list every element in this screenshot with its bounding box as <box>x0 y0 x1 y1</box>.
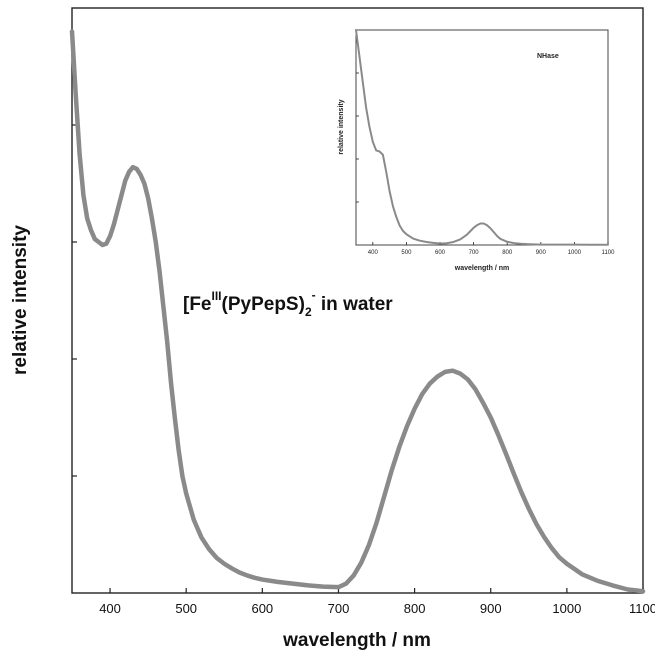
annotation-charge: - <box>312 288 316 302</box>
main-x-tick-label: 800 <box>404 601 426 616</box>
annotation-prefix: [Fe <box>183 294 212 315</box>
inset-chart: 400 500 600 700 800 900 1000 1100 NHase wavelen… <box>338 26 615 272</box>
main-x-tick-label: 1100 <box>629 601 655 616</box>
inset-plot-frame <box>355 29 609 246</box>
inset-x-tick-label: 400 <box>368 250 379 256</box>
inset-x-tick-label: 1000 <box>568 250 582 256</box>
inset-x-tick-labels: 400 500 600 700 800 900 1000 1100 <box>368 250 615 256</box>
main-chart: 400 500 600 700 800 900 1000 1100 wavelength / … <box>10 7 655 650</box>
inset-legend: NHase <box>537 53 559 60</box>
main-x-tick-label: 1000 <box>552 601 581 616</box>
main-x-tick-labels: 400 500 600 700 800 900 1000 1100 <box>99 601 655 616</box>
main-x-tick-label: 700 <box>328 601 350 616</box>
main-x-tick-label: 900 <box>480 601 502 616</box>
inset-series-line <box>355 29 609 246</box>
annotation-middle: (PyPepS) <box>222 294 305 315</box>
inset-x-tick-label: 900 <box>536 250 547 256</box>
inset-x-tick-label: 800 <box>502 250 513 256</box>
inset-background <box>350 26 612 266</box>
main-x-ticks <box>109 588 644 593</box>
compound-annotation: [FeIII(PyPepS)2- in water <box>183 288 393 319</box>
main-x-tick-label: 500 <box>175 601 197 616</box>
annotation-suffix: in water <box>316 294 394 315</box>
inset-x-tick-label: 1100 <box>602 250 616 256</box>
main-plot-frame <box>71 7 644 594</box>
main-x-tick-label: 600 <box>251 601 273 616</box>
main-y-ticks <box>72 124 77 477</box>
inset-y-axis-label: relative intensity <box>338 99 345 154</box>
inset-x-axis-label: wavelength / nm <box>454 265 509 272</box>
annotation-superscript: III <box>212 289 222 303</box>
inset-x-tick-label: 500 <box>401 250 412 256</box>
main-x-axis-label: wavelength / nm <box>282 630 431 650</box>
main-y-axis-label: relative intensity <box>10 225 31 375</box>
main-series-line <box>69 29 646 594</box>
inset-x-tick-label: 600 <box>435 250 446 256</box>
inset-x-tick-label: 700 <box>469 250 480 256</box>
main-x-tick-label: 400 <box>99 601 121 616</box>
inset-y-ticks <box>356 72 359 203</box>
annotation-subscript: 2 <box>305 305 312 319</box>
